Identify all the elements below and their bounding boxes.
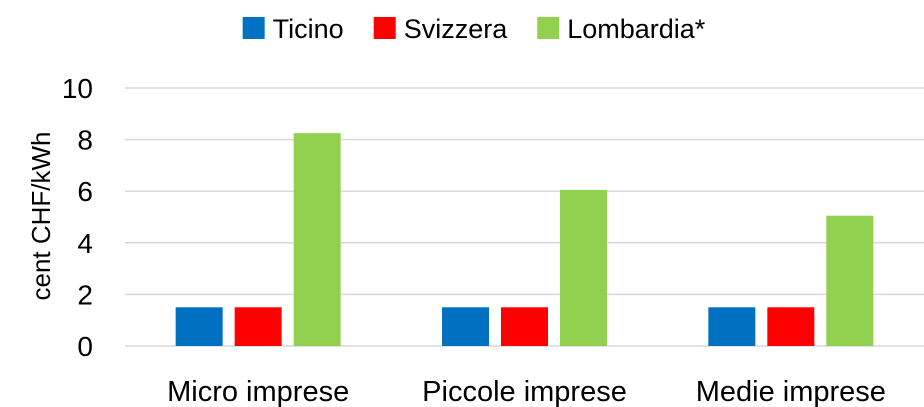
bar-lombardia-2 (560, 189, 607, 346)
legend-swatch (537, 17, 560, 39)
bar-svizzera-1 (234, 307, 282, 346)
y-tick-label: 2 (77, 279, 93, 310)
bar-lombardia-3 (826, 215, 874, 346)
bar-svizzera-3 (767, 307, 815, 346)
y-tick-label: 10 (62, 73, 93, 104)
legend-label: Svizzera (404, 14, 509, 44)
legend-item: Svizzera (373, 14, 509, 44)
bars (175, 133, 874, 346)
legend-label: Ticino (273, 14, 344, 44)
y-axis-ticks: 0 2 4 6 8 10 (62, 73, 93, 362)
legend: Ticino Svizzera Lombardia* (242, 14, 706, 44)
y-tick-label: 8 (77, 125, 93, 156)
legend-item: Ticino (242, 14, 344, 44)
bar-ticino-3 (708, 307, 756, 346)
x-axis-category-labels: Micro imprese Piccole imprese Medie impres… (167, 376, 886, 407)
x-category-label: Medie imprese (696, 376, 886, 407)
y-axis-title: cent CHF/kWh (26, 131, 56, 300)
legend-swatch (373, 17, 396, 39)
bar-lombardia-1 (293, 133, 341, 346)
legend-item: Lombardia* (537, 14, 706, 44)
x-category-label: Piccole imprese (422, 376, 627, 407)
bar-svizzera-2 (501, 307, 548, 346)
bar-ticino-2 (442, 307, 489, 346)
bar-ticino-1 (175, 307, 223, 346)
legend-label: Lombardia* (567, 14, 706, 44)
y-tick-label: 6 (77, 176, 93, 207)
legend-swatch (242, 17, 265, 39)
x-category-label: Micro imprese (167, 376, 349, 407)
y-tick-label: 4 (77, 228, 93, 259)
y-tick-label: 0 (77, 331, 93, 362)
